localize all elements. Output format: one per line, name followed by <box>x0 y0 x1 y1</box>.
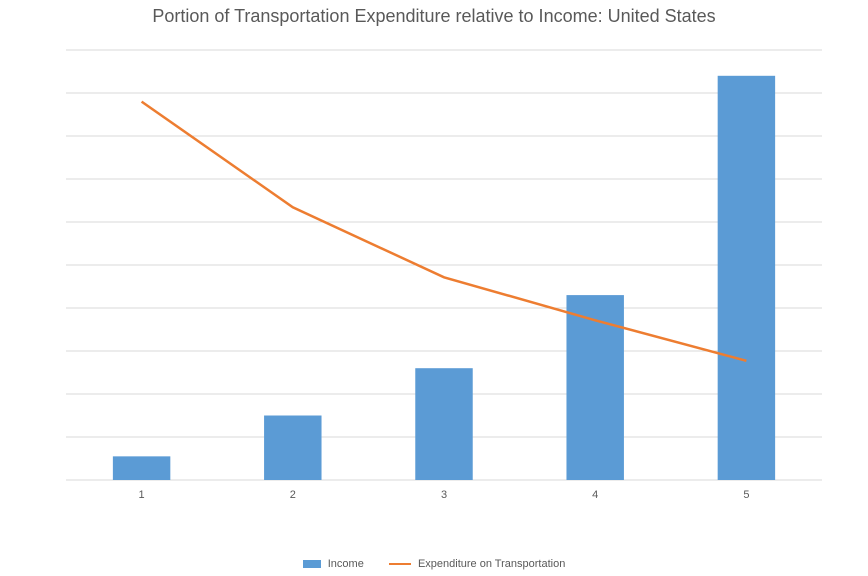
x-axis-labels: 1 2 3 4 5 <box>139 489 750 501</box>
svg-text:2: 2 <box>290 489 296 501</box>
chart-legend: Income Expenditure on Transportation <box>0 558 868 570</box>
chart-plot: 0200004000060000800001000001200001400001… <box>56 40 832 510</box>
bar <box>718 76 775 480</box>
svg-text:1: 1 <box>139 489 145 501</box>
svg-text:3: 3 <box>441 489 447 501</box>
chart-title: Portion of Transportation Expenditure re… <box>0 6 868 27</box>
bar <box>415 368 472 480</box>
bar <box>566 295 623 480</box>
svg-text:4: 4 <box>592 489 598 501</box>
bar <box>113 456 170 480</box>
legend-line-swatch <box>389 563 411 565</box>
legend-bar-label: Income <box>328 558 364 570</box>
chart-container: Portion of Transportation Expenditure re… <box>0 0 868 576</box>
line-series <box>142 102 747 361</box>
bar <box>264 416 321 481</box>
legend-bar-swatch <box>303 560 321 568</box>
legend-line-label: Expenditure on Transportation <box>418 558 565 570</box>
svg-text:5: 5 <box>743 489 749 501</box>
